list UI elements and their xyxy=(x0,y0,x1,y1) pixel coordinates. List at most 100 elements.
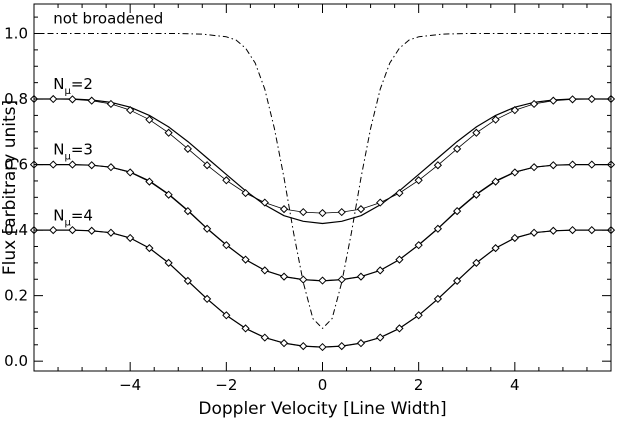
plot-frame xyxy=(33,3,612,372)
diamond-marker xyxy=(568,95,577,104)
not-broadened-line xyxy=(34,33,611,329)
diamond-marker xyxy=(337,341,346,351)
x-tick-label: 0 xyxy=(318,376,328,394)
axis-ticks xyxy=(34,4,611,371)
diamond-marker xyxy=(222,311,231,320)
diamond-marker xyxy=(202,161,212,170)
diamond-marker xyxy=(510,233,519,243)
diamond-marker xyxy=(414,241,423,250)
series-6-line xyxy=(34,229,611,348)
diamond-marker xyxy=(318,276,327,285)
diamond-marker xyxy=(126,106,135,115)
diamond-marker xyxy=(183,144,192,153)
diamond-marker xyxy=(145,244,154,253)
diamond-marker xyxy=(49,225,58,235)
y-tick-label: 0.6 xyxy=(4,156,28,174)
diamond-marker xyxy=(433,224,443,233)
diamond-marker xyxy=(241,188,250,198)
x-tick-label: −2 xyxy=(215,376,237,394)
y-tick-label: 1.0 xyxy=(4,24,28,42)
diamond-marker xyxy=(356,339,366,348)
diamond-marker xyxy=(260,333,269,342)
diamond-marker xyxy=(126,168,135,177)
diamond-marker xyxy=(414,176,423,185)
y-tick-label: 0.0 xyxy=(4,352,28,370)
series-4-line xyxy=(34,164,611,282)
diamond-marker xyxy=(106,228,116,237)
diamond-marker xyxy=(87,161,96,170)
diamond-marker xyxy=(472,258,481,267)
x-tick-label: −4 xyxy=(119,376,141,394)
diamond-marker xyxy=(183,206,192,216)
diamond-marker xyxy=(587,160,596,169)
diamond-marker xyxy=(453,144,462,153)
y-tick-label: 0.8 xyxy=(4,90,28,108)
diamond-marker xyxy=(529,163,539,172)
diamond-marker xyxy=(260,266,269,275)
diamond-marker xyxy=(183,276,192,285)
diamond-marker xyxy=(279,272,289,281)
diamond-marker xyxy=(87,96,96,105)
diamond-marker xyxy=(68,225,77,235)
diamond-marker xyxy=(126,233,135,243)
x-tick-label: 2 xyxy=(414,376,424,394)
series-1-line xyxy=(34,98,611,225)
axis-tick-labels: −4 −2 0 2 4 0.0 0.2 0.4 0.6 0.8 1.0 xyxy=(4,24,519,394)
diamond-marker xyxy=(529,228,539,237)
diamond-marker xyxy=(453,276,462,285)
annotation-n-mu-4: Nμ=4 xyxy=(53,206,93,228)
diamond-marker xyxy=(549,96,558,105)
y-tick-label: 0.2 xyxy=(4,287,28,305)
diamond-marker xyxy=(491,177,500,186)
diamond-marker xyxy=(241,255,250,264)
diamond-marker xyxy=(279,339,289,348)
diamond-marker xyxy=(510,168,519,177)
y-tick-label: 0.4 xyxy=(4,221,28,239)
y-axis-title: Flux [arbitrary units] xyxy=(0,100,20,275)
diamond-marker xyxy=(68,95,77,104)
diamond-marker xyxy=(49,94,58,104)
diamond-marker xyxy=(318,208,327,218)
diamond-marker xyxy=(299,275,308,284)
diamond-marker xyxy=(106,99,116,109)
diamond-marker xyxy=(587,225,596,235)
annotation-n-mu-2: Nμ=2 xyxy=(53,75,93,97)
diamond-marker xyxy=(395,188,404,198)
diamond-marker xyxy=(568,160,577,169)
diamond-marker xyxy=(318,342,327,352)
diamond-marker xyxy=(453,206,462,216)
diamond-marker xyxy=(472,128,481,137)
diamond-marker xyxy=(68,160,77,169)
diamond-marker xyxy=(202,224,212,233)
diamond-marker xyxy=(279,205,289,214)
diamond-marker xyxy=(587,94,596,104)
diamond-marker xyxy=(472,190,481,199)
diamond-marker xyxy=(356,205,366,214)
series-5-line xyxy=(34,229,611,348)
diamond-marker xyxy=(145,177,154,186)
diamond-marker xyxy=(222,241,231,250)
x-axis-title: Doppler Velocity [Line Width] xyxy=(198,399,446,419)
diamond-marker xyxy=(164,190,173,199)
diamond-marker xyxy=(260,198,269,207)
diamond-marker xyxy=(337,275,346,284)
series-3-line xyxy=(34,164,611,282)
annotation-n-mu-3: Nμ=3 xyxy=(53,141,93,163)
diamond-marker xyxy=(164,258,173,267)
diamond-marker xyxy=(376,333,385,342)
diamond-marker xyxy=(241,324,250,333)
diamond-marker xyxy=(376,266,385,275)
diamond-marker xyxy=(299,341,308,351)
diamond-marker xyxy=(433,161,443,170)
diamond-marker xyxy=(414,311,423,320)
diamond-marker xyxy=(87,226,96,235)
diamond-marker xyxy=(395,324,404,333)
diamond-marker xyxy=(106,163,116,172)
diamond-marker xyxy=(491,115,500,124)
diamond-marker xyxy=(529,99,539,109)
x-tick-label: 4 xyxy=(510,376,520,394)
diamond-marker xyxy=(549,161,558,170)
plot-series-group xyxy=(34,33,611,348)
diamond-marker xyxy=(49,160,58,169)
